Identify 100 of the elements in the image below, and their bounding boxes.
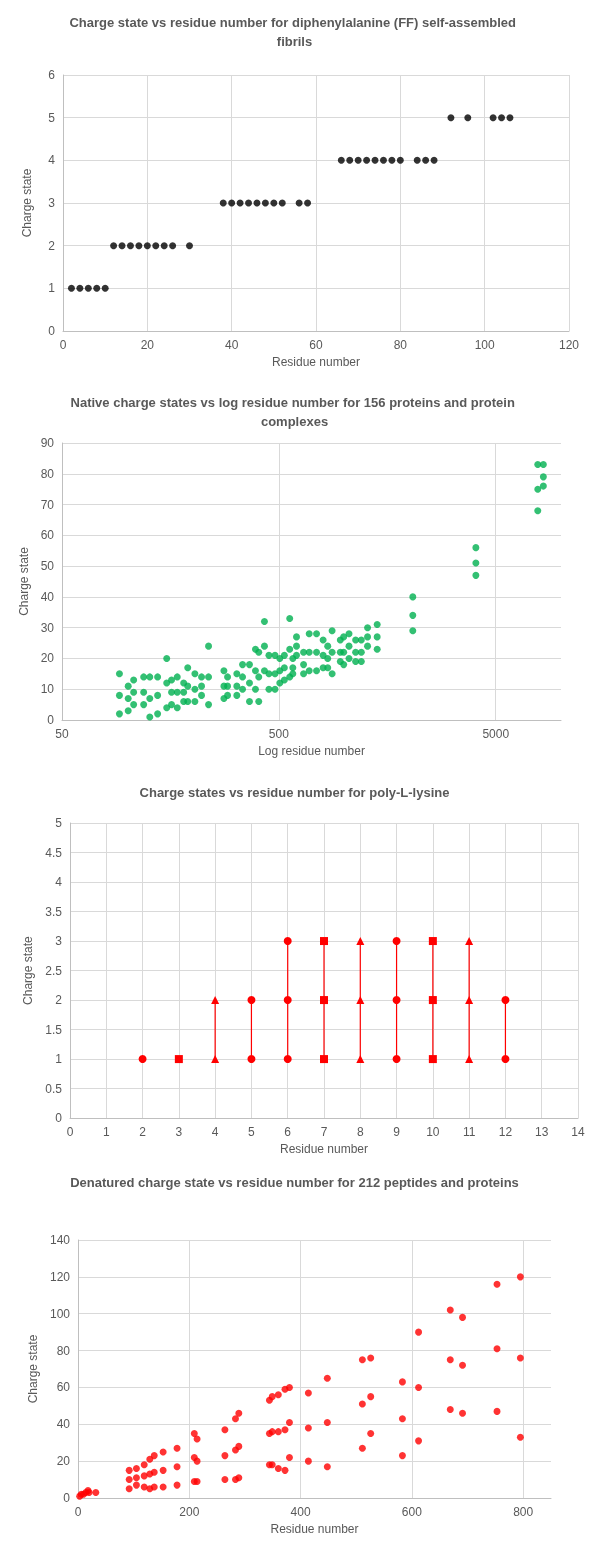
point: [447, 114, 455, 122]
chart-title: Charge state vs residue number for diphenylalanine (FF) self-assembled fibrils: [69, 15, 520, 49]
y-tick-label: 140: [49, 1233, 71, 1247]
point: [465, 996, 474, 1005]
y-axis-title: Charge state: [26, 1334, 41, 1404]
y-tick-label: 20: [56, 1454, 71, 1469]
point: [371, 156, 379, 164]
point: [396, 156, 404, 164]
y-tick-label: 100: [49, 1306, 71, 1321]
x-tick-label: 0: [74, 1505, 82, 1519]
point: [392, 1055, 401, 1064]
x-tick-label: 6: [284, 1125, 292, 1140]
point: [245, 199, 253, 207]
point: [247, 996, 256, 1005]
y-tick-label: 4.5: [45, 845, 63, 860]
point: [337, 156, 345, 164]
y-tick-label: 1: [48, 281, 56, 296]
point: [247, 1055, 256, 1064]
point: [354, 156, 362, 164]
point: [320, 1055, 328, 1064]
chart-title: Denatured charge state vs residue number for 212 peptides and proteins: [70, 1175, 519, 1190]
x-tick-label: 13: [535, 1125, 549, 1140]
x-tick-label: 20: [140, 338, 155, 352]
x-tick-label: 1: [102, 1125, 110, 1140]
point: [110, 242, 118, 250]
y-tick-label: 3: [48, 196, 56, 210]
y-tick-label: 20: [40, 651, 55, 666]
y-tick-label: 40: [40, 589, 55, 604]
point: [346, 156, 354, 164]
point: [174, 1055, 183, 1064]
point: [506, 114, 514, 122]
y-tick-label: 4: [48, 153, 56, 168]
point: [413, 156, 421, 164]
y-tick-label: 3: [55, 934, 63, 949]
point: [84, 284, 92, 292]
x-tick-label: 5000: [482, 727, 510, 741]
y-tick-label: 0: [47, 713, 55, 727]
point: [392, 996, 401, 1005]
point: [93, 284, 101, 292]
y-tick-label: 80: [40, 466, 55, 481]
y-tick-label: 2: [48, 238, 56, 253]
point: [356, 996, 365, 1005]
point: [501, 1055, 510, 1064]
y-tick-label: 1.5: [45, 1022, 63, 1037]
point: [430, 156, 438, 164]
x-tick-label: 800: [513, 1505, 534, 1519]
x-tick-label: 2: [139, 1125, 147, 1140]
y-tick-label: 4: [55, 875, 63, 890]
x-tick-label: 120: [558, 338, 580, 352]
x-tick-label: 14: [571, 1125, 585, 1140]
y-tick-label: 5: [48, 110, 56, 125]
point: [118, 242, 126, 250]
y-tick-label: 2: [55, 993, 63, 1008]
x-tick-label: 80: [393, 338, 408, 352]
x-tick-label: 9: [393, 1125, 401, 1140]
x-axis-title: Residue number: [271, 354, 361, 369]
y-tick-label: 30: [40, 620, 55, 635]
point: [464, 114, 472, 122]
y-tick-label: 0.5: [45, 1081, 63, 1096]
y-tick-label: 1: [55, 1052, 63, 1067]
chart-title: Charge states vs residue number for poly-L-lysine: [139, 785, 450, 800]
point: [363, 156, 371, 164]
y-tick-label: 80: [56, 1343, 71, 1358]
point: [160, 242, 168, 250]
x-tick-label: 600: [401, 1505, 423, 1519]
y-tick-label: 90: [40, 436, 55, 450]
point: [169, 242, 177, 250]
point: [143, 242, 151, 250]
x-tick-label: 400: [290, 1505, 311, 1519]
x-tick-label: 11: [462, 1125, 476, 1140]
point: [498, 114, 506, 122]
point: [138, 1055, 147, 1064]
x-tick-label: 8: [356, 1125, 364, 1140]
y-tick-label: 0: [55, 1111, 63, 1126]
point: [101, 284, 109, 292]
x-tick-label: 40: [224, 338, 239, 352]
point: [489, 114, 497, 122]
y-tick-label: 2.5: [45, 963, 63, 978]
point: [392, 937, 401, 946]
x-tick-label: 7: [320, 1125, 328, 1140]
point: [428, 1055, 437, 1064]
point: [228, 199, 236, 207]
point: [465, 1055, 474, 1064]
y-tick-label: 60: [40, 528, 55, 543]
y-tick-label: 5: [55, 816, 63, 830]
y-axis-title: Charge state: [16, 546, 31, 616]
point: [388, 156, 396, 164]
point: [428, 996, 437, 1005]
point: [283, 937, 292, 946]
x-tick-label: 3: [175, 1125, 183, 1140]
y-tick-label: 40: [56, 1417, 71, 1432]
point: [261, 199, 269, 207]
point: [283, 1055, 292, 1064]
x-tick-label: 4: [211, 1125, 219, 1140]
x-tick-label: 10: [426, 1125, 440, 1140]
y-tick-label: 70: [40, 497, 55, 512]
point: [186, 242, 193, 250]
point: [135, 242, 143, 250]
point: [422, 156, 430, 164]
x-tick-label: 100: [474, 338, 495, 352]
